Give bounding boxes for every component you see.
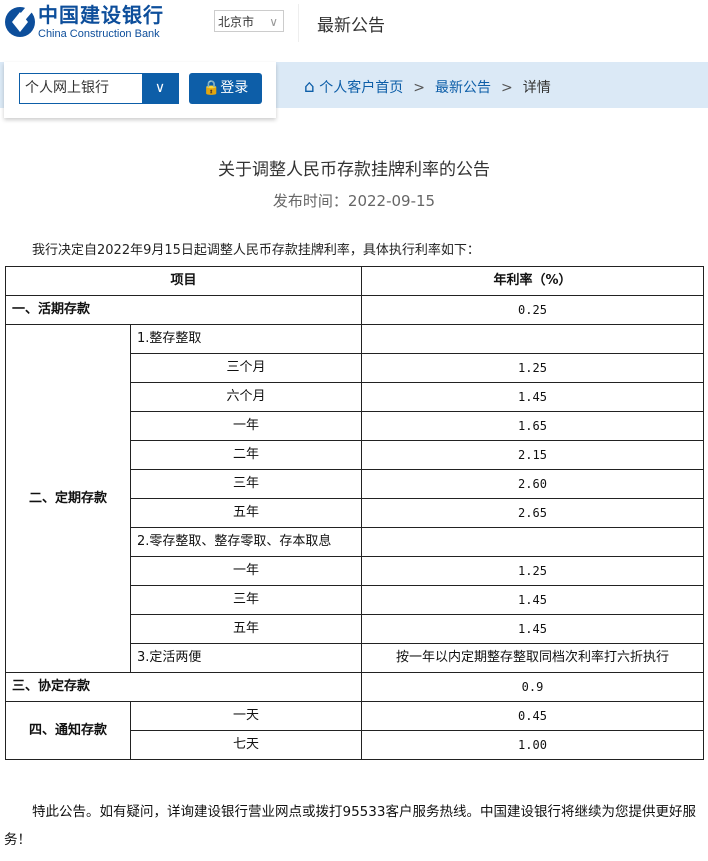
table-cell: 2.60 xyxy=(361,469,704,499)
login-button[interactable]: 🔒登录 xyxy=(189,73,262,104)
table-cell: 1.25 xyxy=(361,556,704,586)
table-cell: 一天 xyxy=(129,701,363,731)
table-cell: 2.15 xyxy=(361,440,704,470)
table-cell: 年利率（%） xyxy=(361,266,704,296)
table-row: 2.零存整取、整存零取、存本取息 xyxy=(6,527,704,557)
table-row: 3.定活两便 按一年以内定期整存整取同档次利率打六折执行 xyxy=(6,643,704,673)
table-row: 四、通知存款 一天 0.45 xyxy=(5,701,704,760)
table-cell: 一、活期存款 xyxy=(4,295,363,325)
breadcrumb-current: 详情 xyxy=(522,80,551,96)
table-row: 三、协定存款 0.9 xyxy=(4,672,704,702)
table-cell: 0.9 xyxy=(361,672,704,702)
table-cell: 2.65 xyxy=(361,498,704,528)
logo-text-cn: 中国建设银行 xyxy=(38,3,164,27)
divider xyxy=(298,4,299,42)
table-cell: 0.25 xyxy=(361,295,704,325)
breadcrumb-sep: > xyxy=(413,80,425,96)
table-cell: 一年 xyxy=(129,411,363,441)
breadcrumb-home[interactable]: 个人客户首页 xyxy=(319,80,404,96)
table-cell: 1.00 xyxy=(361,730,704,760)
rate-table: 项目 年利率（%） 一、活期存款 0.25 二、定期存款 1.整存整取 三个月 1.25 六个月… xyxy=(4,266,704,760)
table-cell: 三个月 xyxy=(129,353,363,383)
table-cell: 1.65 xyxy=(361,411,704,441)
table-row: 三年 2.60 xyxy=(6,469,704,499)
breadcrumb-sep: > xyxy=(500,80,513,96)
table-cell: 七天 xyxy=(129,730,363,760)
article-intro: 我行决定自2022年9月15日起调整人民币存款挂牌利率，具体执行利率如下： xyxy=(32,243,480,258)
chevron-down-icon[interactable]: ∨ xyxy=(142,74,178,103)
table-header-row: 项目 年利率（%） xyxy=(4,266,704,296)
chevron-down-icon: ∨ xyxy=(269,15,278,29)
ccb-logo-icon xyxy=(5,5,35,37)
table-cell: 项目 xyxy=(4,266,363,296)
ccb-logo[interactable]: 中国建设银行 China Construction Bank xyxy=(4,4,204,44)
login-label: 登录 xyxy=(220,80,249,96)
breadcrumb-news[interactable]: 最新公告 xyxy=(434,80,491,96)
table-cell: 1.45 xyxy=(361,585,704,615)
article-date: 发布时间：2022-09-15 xyxy=(272,192,436,210)
table-row: 二、定期存款 1.整存整取 xyxy=(5,324,704,673)
bank-type-value: 个人网上银行 xyxy=(25,80,109,96)
table-cell xyxy=(361,324,704,354)
table-cell: 三、协定存款 xyxy=(4,672,363,702)
table-row: 七天 1.00 xyxy=(6,730,704,760)
table-cell: 1.45 xyxy=(361,382,704,412)
table-cell: 一年 xyxy=(129,556,363,586)
home-icon[interactable]: ⌂ xyxy=(304,77,315,97)
table-row: 五年 1.45 xyxy=(6,614,704,644)
table-cell: 三年 xyxy=(129,585,363,615)
table-cell: 四、通知存款 xyxy=(5,701,131,760)
table-cell: 1.45 xyxy=(361,614,704,644)
table-cell: 2.零存整取、整存零取、存本取息 xyxy=(129,527,363,557)
city-select[interactable]: 北京市 ∨ xyxy=(214,10,284,32)
table-cell: 六个月 xyxy=(129,382,363,412)
logo-text-en: China Construction Bank xyxy=(38,28,160,40)
table-row: 一、活期存款 0.25 xyxy=(4,295,704,325)
table-cell: 按一年以内定期整存整取同档次利率打六折执行 xyxy=(361,643,704,673)
table-row: 三年 1.45 xyxy=(6,585,704,615)
lock-icon: 🔒 xyxy=(202,80,221,96)
login-panel: 个人网上银行 ∨ 🔒登录 xyxy=(4,62,276,118)
table-cell: 五年 xyxy=(129,498,363,528)
table-cell: 1.整存整取 xyxy=(129,324,363,354)
article-footer: 特此公告。如有疑问，详询建设银行营业网点或拨打95533客户服务热线。中国建设银… xyxy=(4,804,696,848)
table-cell: 二、定期存款 xyxy=(5,324,131,673)
table-cell: 五年 xyxy=(129,614,363,644)
page-title: 最新公告 xyxy=(317,16,385,36)
city-value: 北京市 xyxy=(218,15,255,29)
table-cell: 0.45 xyxy=(361,701,704,731)
table-cell: 1.25 xyxy=(361,353,704,383)
table-cell: 3.定活两便 xyxy=(129,643,363,673)
table-cell xyxy=(361,527,704,557)
table-cell: 二年 xyxy=(129,440,363,470)
table-cell: 三年 xyxy=(129,469,363,499)
top-header: 中国建设银行 China Construction Bank 北京市 ∨ 最新公告 xyxy=(0,0,708,62)
breadcrumb: ⌂ 个人客户首页 > 最新公告 > 详情 xyxy=(304,77,551,97)
bank-type-select[interactable]: 个人网上银行 ∨ xyxy=(19,73,179,104)
article-title: 关于调整人民币存款挂牌利率的公告 xyxy=(218,160,490,180)
table-row: 二年 2.15 xyxy=(6,440,704,470)
